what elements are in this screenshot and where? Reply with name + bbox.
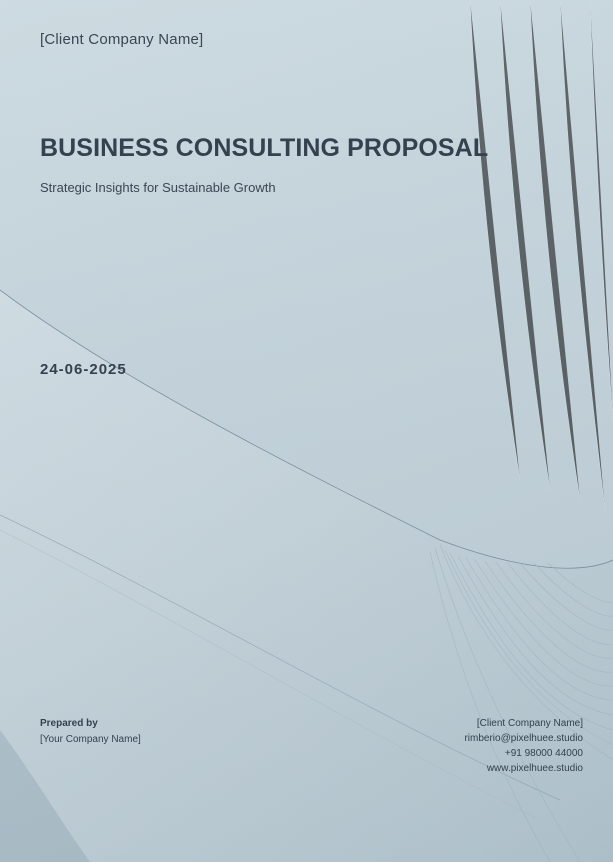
prepared-by-company: [Your Company Name]: [40, 734, 141, 745]
prepared-by-label: Prepared by: [40, 718, 98, 729]
proposal-date: 24-06-2025: [40, 361, 127, 378]
prepared-by-block: Prepared by [Your Company Name]: [40, 716, 141, 748]
contact-website: www.pixelhuee.studio: [486, 763, 583, 774]
contact-phone: +91 98000 44000: [504, 748, 583, 759]
contact-company: [Client Company Name]: [476, 718, 583, 729]
proposal-subtitle: Strategic Insights for Sustainable Growt…: [40, 180, 276, 195]
proposal-title: BUSINESS CONSULTING PROPOSAL: [40, 134, 489, 162]
contact-block: [Client Company Name] rimberio@pixelhuee…: [464, 716, 583, 776]
contact-email: rimberio@pixelhuee.studio: [464, 733, 583, 744]
client-company-name: [Client Company Name]: [40, 31, 204, 48]
